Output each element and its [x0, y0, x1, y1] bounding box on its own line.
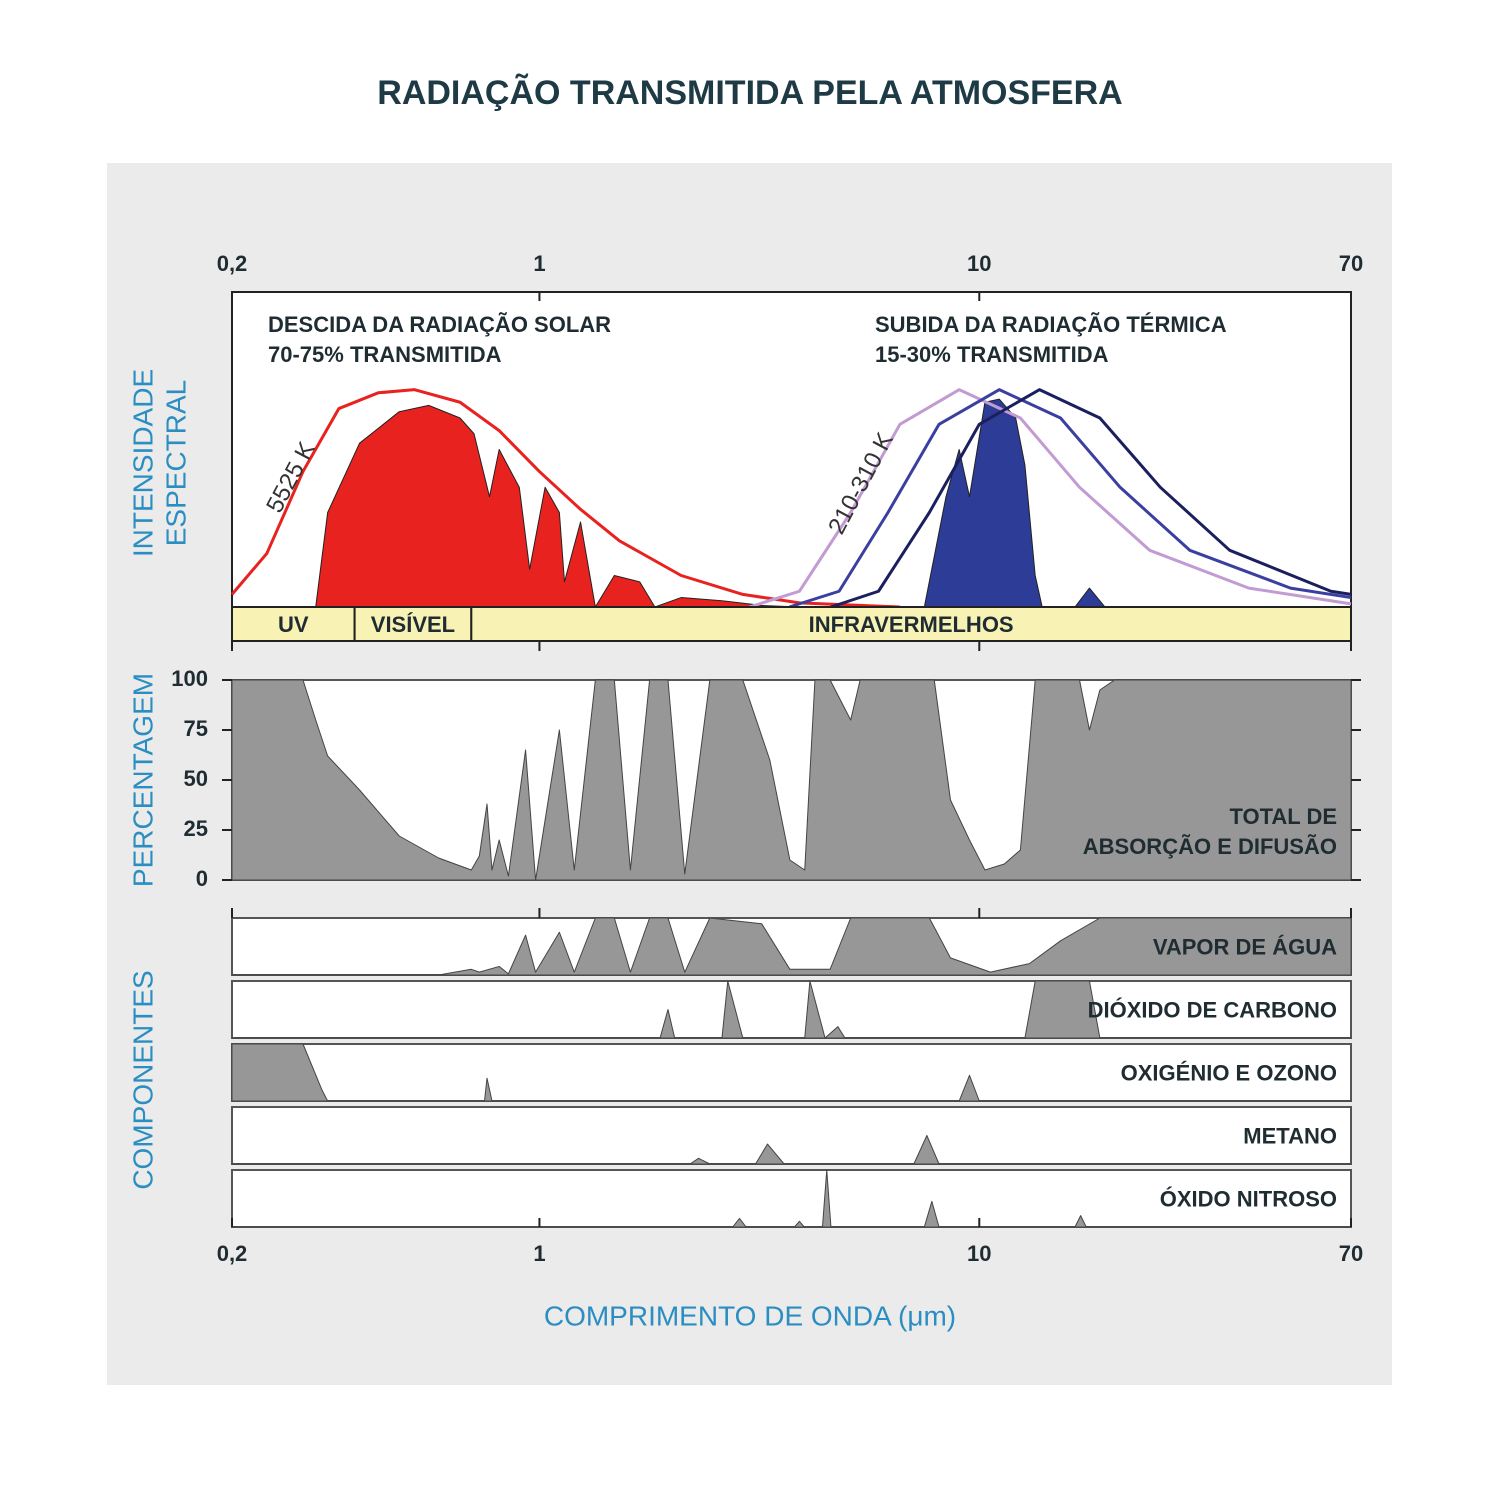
strip-frame [231, 1169, 1352, 1228]
series-label: ÓXIDO NITROSO [1160, 1186, 1337, 1211]
annotation: 70-75% TRANSMITIDA [268, 342, 502, 367]
band [353, 606, 473, 642]
annotation: ABSORÇÃO E DIFUSÃO [1083, 834, 1337, 859]
series-area [231, 1169, 1352, 1228]
y-axis-title: PERCENTAGEM [127, 673, 158, 887]
series-line [230, 388, 900, 609]
annotation: TOTAL DE [1229, 804, 1337, 829]
series-area [231, 679, 1352, 881]
series-line [830, 388, 1352, 609]
band-label: UV [278, 612, 309, 637]
y-axis-title: INTENSIDADE [127, 369, 158, 557]
x-tick-label: 0,2 [217, 1241, 248, 1266]
chart-title: RADIAÇÃO TRANSMITIDA PELA ATMOSFERA [377, 74, 1122, 112]
strip-frame [231, 980, 1352, 1039]
series-label: METANO [1243, 1123, 1337, 1148]
series-area [315, 404, 800, 608]
y-tick-label: 75 [184, 716, 208, 741]
x-tick-label: 70 [1339, 251, 1363, 276]
band [470, 606, 1353, 642]
x-tick-label: 1 [533, 1241, 545, 1266]
series-area [231, 980, 1352, 1039]
x-tick-label: 0,2 [217, 251, 248, 276]
strip-frame [231, 1106, 1352, 1165]
strip-frame [231, 1043, 1352, 1102]
x-tick-label: 1 [533, 251, 545, 276]
y-axis-title: COMPONENTES [127, 970, 158, 1189]
band-label: VISÍVEL [371, 612, 455, 637]
y-tick-label: 50 [184, 766, 208, 791]
band-label: INFRAVERMELHOS [809, 612, 1014, 637]
x-tick-label: 70 [1339, 1241, 1363, 1266]
series-label: OXIGÉNIO E OZONO [1121, 1060, 1337, 1085]
x-tick-label: 10 [967, 1241, 991, 1266]
annotation: 15-30% TRANSMITIDA [875, 342, 1109, 367]
series-area [231, 1135, 1352, 1165]
series-area [231, 1043, 1352, 1102]
annotation: DESCIDA DA RADIAÇÃO SOLAR [268, 312, 611, 337]
series-line [788, 388, 1352, 609]
x-axis-title: COMPRIMENTO DE ONDA (μm) [544, 1300, 956, 1331]
y-tick-label: 100 [171, 666, 208, 691]
annotation: SUBIDA DA RADIAÇÃO TÉRMICA [875, 312, 1227, 337]
series-label: VAPOR DE ÁGUA [1153, 934, 1337, 959]
x-tick-label: 10 [967, 251, 991, 276]
series-line [748, 388, 1352, 609]
y-tick-label: 0 [196, 866, 208, 891]
series-area [231, 917, 1352, 976]
series-label: DIÓXIDO DE CARBONO [1088, 997, 1337, 1022]
y-tick-label: 25 [184, 816, 208, 841]
y-axis-title: ESPECTRAL [160, 380, 191, 547]
